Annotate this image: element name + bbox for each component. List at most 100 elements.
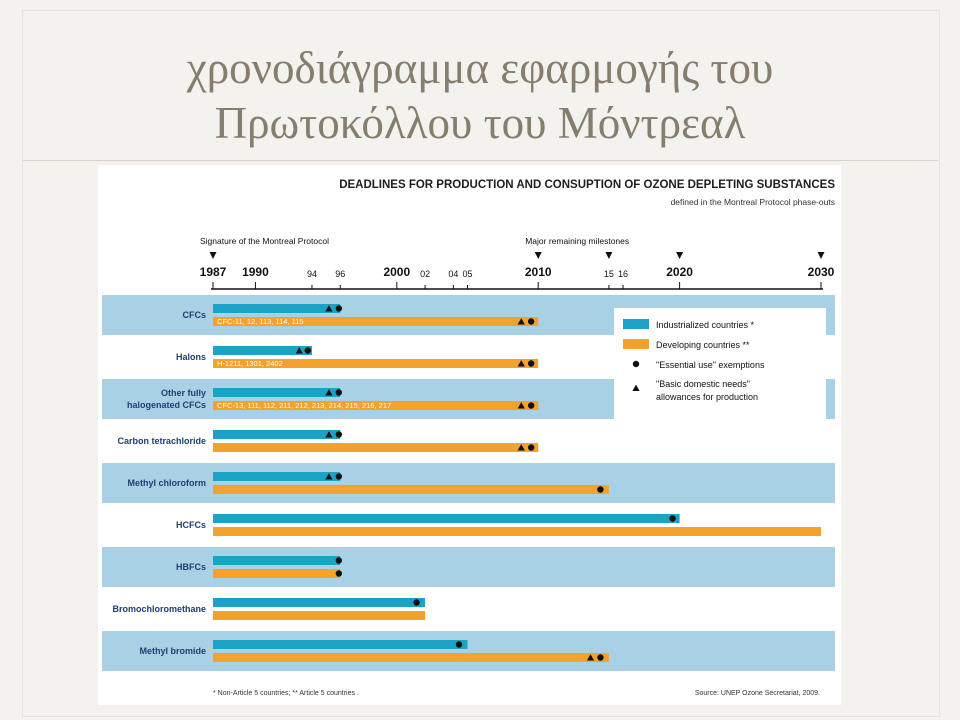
tick-label-15: 15 (604, 269, 614, 279)
tick-label-1987: 1987 (200, 265, 227, 279)
domestic-needs-marker (517, 360, 525, 367)
industrialized-bar (213, 640, 468, 649)
domestic-needs-marker (325, 431, 333, 438)
legend-label-domestic-needs-2: allowances for production (656, 392, 758, 402)
phaseout-chart: CFCs Halons Other fully halogenated CFCs Car… (102, 179, 835, 697)
chart-figure: CFCs Halons Other fully halogenated CFCs Car… (98, 165, 841, 705)
developing-bar (213, 317, 539, 326)
essential-use-marker (669, 515, 676, 522)
legend-label-developing: Developing countries ** (656, 340, 750, 350)
milestone-marker (534, 252, 542, 259)
tick-label-96: 96 (335, 269, 345, 279)
essential-use-marker (455, 641, 463, 648)
industrialized-bar (213, 388, 341, 397)
legend-swatch-developing (623, 339, 649, 349)
row-label: CFCs (182, 310, 206, 320)
slide-title-line2: Πρωτοκόλλου του Μόντρεαλ (214, 98, 746, 148)
essential-use-marker (335, 557, 343, 564)
domestic-needs-marker (295, 347, 303, 354)
tick-label-2010: 2010 (525, 265, 552, 279)
row-label: Methyl bromide (139, 646, 206, 656)
row-label: Other fully (161, 388, 206, 398)
timeline-axis: 1987 1990 94 96 2000 02 04 05 2010 15 16 2020 2030 Si… (200, 236, 835, 290)
title-divider (23, 160, 938, 161)
milestone-marker (605, 252, 613, 259)
bars-layer: CFC-11, 12, 113, 114, 115 H-1211, 1301, 2… (213, 304, 821, 662)
tick-label-2030: 2030 (808, 265, 835, 279)
tick-label-02: 02 (420, 269, 430, 279)
domestic-needs-marker (325, 473, 333, 480)
domestic-needs-marker (517, 402, 525, 409)
row-label: HBFCs (176, 562, 206, 572)
essential-use-marker (527, 318, 535, 325)
essential-use-marker (527, 360, 535, 367)
essential-use-marker (335, 389, 343, 396)
tick-label-16: 16 (618, 269, 628, 279)
industrialized-bar (213, 598, 426, 607)
row-label: HCFCs (176, 520, 206, 530)
legend-swatch-industrialized (623, 319, 649, 329)
industrialized-bar (213, 556, 341, 565)
milestone-marker (817, 252, 825, 259)
row-backgrounds: CFCs Halons Other fully halogenated CFCs Car… (102, 295, 835, 671)
domestic-needs-marker (325, 389, 333, 396)
row-band-shaded (102, 547, 835, 587)
developing-bar (213, 443, 539, 452)
tick-label-04: 04 (448, 269, 458, 279)
tick-label-94: 94 (307, 269, 317, 279)
chart-footnote: * Non-Article 5 countries; ** Article 5 … (213, 690, 359, 697)
chart-title: DEADLINES FOR PRODUCTION AND CONSUPTION … (339, 179, 835, 191)
industrialized-bar (213, 472, 341, 481)
row-label: halogenated CFCs (127, 400, 206, 410)
row-label: Bromochloromethane (112, 604, 206, 614)
domestic-needs-marker (517, 444, 525, 451)
essential-use-marker (413, 599, 420, 606)
essential-use-marker (527, 444, 535, 451)
essential-use-marker (335, 473, 343, 480)
row-label: Methyl chloroform (127, 478, 206, 488)
essential-use-marker (335, 305, 343, 312)
essential-use-marker (335, 570, 343, 577)
developing-bar (213, 653, 609, 662)
row-band-shaded (102, 631, 835, 671)
domestic-needs-marker (517, 318, 525, 325)
legend-circle-icon (632, 360, 640, 368)
bar-note: CFC-11, 12, 113, 114, 115 (217, 317, 304, 326)
industrialized-bar (213, 304, 341, 313)
legend-box (614, 308, 826, 422)
essential-use-marker (527, 402, 535, 409)
developing-bar (213, 359, 539, 368)
tick-label-05: 05 (463, 269, 473, 279)
bar-note: CFC-13, 111, 112, 211, 212, 213, 214, 21… (217, 401, 391, 410)
tick-label-1990: 1990 (242, 265, 269, 279)
legend-label-essential-use: "Essential use" exemptions (656, 360, 765, 370)
developing-bar (213, 611, 426, 620)
legend: Industrialized countries * Developing cou… (614, 308, 826, 422)
legend-label-domestic-needs: "Basic domestic needs" (656, 379, 750, 389)
bar-note: H-1211, 1301, 2402 (217, 359, 283, 368)
essential-use-marker (597, 654, 604, 661)
developing-bar (213, 527, 821, 536)
essential-use-marker (335, 431, 343, 438)
slide-title-line1: χρονοδιάγραμμα εφαρμογής του (186, 43, 774, 93)
industrialized-bar (213, 346, 312, 355)
developing-bar (213, 401, 539, 410)
developing-bar (213, 485, 609, 494)
industrialized-bar (213, 514, 680, 523)
milestone-label: Signature of the Montreal Protocol (200, 236, 329, 246)
row-label: Halons (176, 352, 206, 362)
essential-use-marker (597, 486, 604, 493)
milestone-label: Major remaining milestones (525, 236, 629, 246)
row-label: Carbon tetrachloride (117, 436, 206, 446)
legend-label-industrialized: Industrialized countries * (656, 320, 755, 330)
essential-use-marker (304, 347, 311, 354)
industrialized-bar (213, 430, 341, 439)
developing-bar (213, 569, 341, 578)
milestone-marker (676, 252, 684, 259)
slide-border (22, 10, 940, 717)
chart-subtitle: defined in the Montreal Protocol phase-o… (671, 197, 835, 207)
row-band-shaded (102, 463, 835, 503)
legend-triangle-icon (632, 384, 640, 391)
domestic-needs-marker (586, 654, 595, 661)
milestone-marker (209, 252, 217, 259)
